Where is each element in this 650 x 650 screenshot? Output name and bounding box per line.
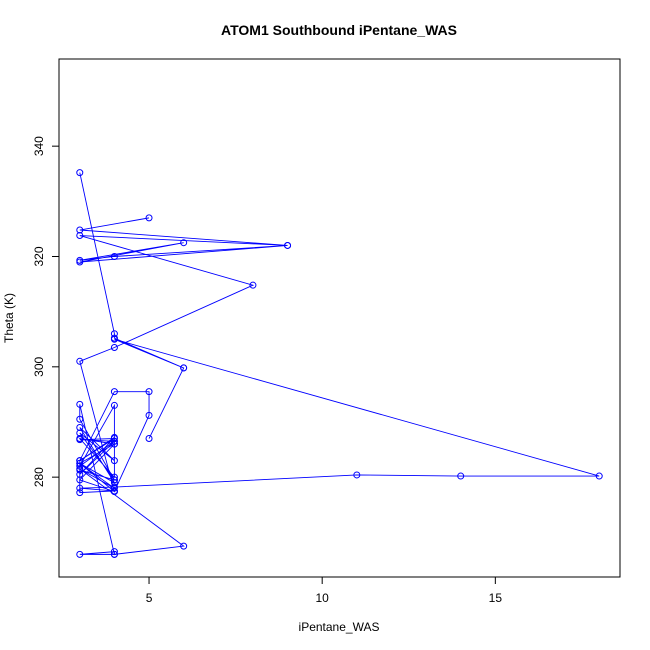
data-point	[145, 214, 153, 222]
data-point	[145, 411, 153, 419]
series-points	[76, 169, 603, 558]
data-point	[110, 437, 118, 445]
data-point	[110, 335, 118, 343]
data-point	[180, 542, 188, 550]
x-tick-label: 15	[489, 591, 503, 605]
x-tick-label: 5	[146, 591, 153, 605]
y-tick-label: 320	[32, 246, 46, 266]
data-point	[110, 550, 118, 558]
y-axis: 280 300 320 340	[32, 136, 59, 487]
data-point	[110, 487, 118, 495]
data-point	[110, 476, 118, 484]
y-axis-label: Theta (K)	[2, 293, 16, 343]
data-point	[145, 435, 153, 443]
y-tick-label: 280	[32, 467, 46, 487]
data-point	[284, 241, 292, 249]
x-tick-label: 10	[316, 591, 330, 605]
x-axis-label: iPentane_WAS	[299, 620, 380, 634]
data-point	[76, 484, 84, 492]
data-point	[76, 169, 84, 177]
data-point	[76, 550, 84, 558]
data-point	[353, 471, 361, 479]
data-point	[76, 400, 84, 408]
chart-title: ATOM1 Southbound iPentane_WAS	[221, 22, 457, 38]
series-line	[78, 172, 600, 555]
data-point	[180, 364, 188, 372]
x-axis: 5 10 15	[146, 577, 503, 605]
plot-frame	[58, 58, 621, 578]
data-point	[76, 462, 84, 470]
data-point	[110, 388, 118, 396]
data-point	[76, 489, 84, 497]
data-point	[76, 357, 84, 365]
data-point	[76, 256, 84, 264]
data-point	[110, 440, 118, 448]
data-point	[145, 388, 153, 396]
data-point	[595, 472, 603, 480]
data-point	[110, 401, 118, 409]
data-point	[76, 459, 84, 467]
data-point	[110, 484, 118, 492]
data-point	[110, 548, 118, 556]
data-point	[180, 239, 188, 247]
data-point	[457, 472, 465, 480]
data-point	[76, 415, 84, 423]
y-tick-label: 300	[32, 356, 46, 376]
data-point	[110, 433, 118, 441]
data-point	[110, 344, 118, 352]
data-point	[110, 457, 118, 465]
data-point	[76, 429, 84, 437]
y-tick-label: 340	[32, 136, 46, 156]
series-polyline	[78, 172, 600, 555]
data-point	[110, 252, 118, 260]
data-point	[249, 281, 257, 289]
data-point	[76, 226, 84, 234]
